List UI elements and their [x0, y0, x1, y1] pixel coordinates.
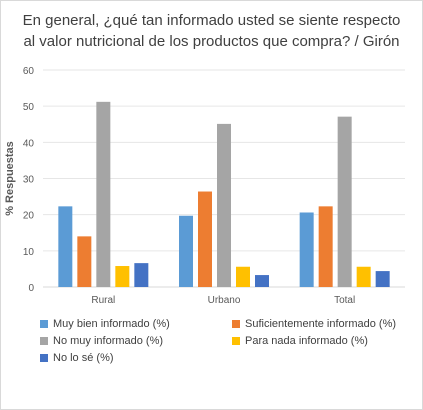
y-tick-label: 50 — [23, 102, 35, 113]
x-tick-label: Rural — [91, 295, 115, 306]
x-tick-label: Total — [334, 295, 355, 306]
y-tick-label: 0 — [28, 283, 34, 294]
y-axis-label: % Respuestas — [4, 141, 16, 216]
y-tick-label: 20 — [23, 211, 35, 222]
legend-label: Para nada informado (%) — [245, 335, 368, 347]
bar — [357, 267, 371, 287]
y-tick-label: 40 — [23, 138, 35, 149]
legend-swatch — [40, 337, 48, 345]
legend-item: Muy bien informado (%) — [40, 318, 170, 330]
legend-swatch — [40, 354, 48, 362]
legend-swatch — [40, 320, 48, 328]
bar — [300, 212, 314, 287]
bar — [198, 192, 212, 287]
y-tick-label: 60 — [23, 66, 35, 77]
legend-swatch — [232, 337, 240, 345]
bar — [338, 117, 352, 287]
y-tick-label: 30 — [23, 175, 35, 186]
legend-item: Para nada informado (%) — [232, 335, 368, 347]
legend-item: No muy informado (%) — [40, 335, 163, 347]
legend-label: No lo sé (%) — [53, 352, 114, 364]
bar — [134, 263, 148, 287]
bar — [217, 124, 231, 287]
bar — [255, 275, 269, 287]
legend-label: Suficientemente informado (%) — [245, 318, 396, 330]
bar — [376, 271, 390, 287]
legend-item: No lo sé (%) — [40, 352, 114, 364]
bar — [96, 102, 110, 287]
bar — [77, 236, 91, 287]
bar — [179, 216, 193, 287]
x-tick-label: Urbano — [208, 295, 241, 306]
legend-label: Muy bien informado (%) — [53, 318, 170, 330]
y-tick-label: 10 — [23, 247, 35, 258]
bar — [115, 266, 129, 287]
legend-swatch — [232, 320, 240, 328]
legend-label: No muy informado (%) — [53, 335, 163, 347]
legend-item: Suficientemente informado (%) — [232, 318, 396, 330]
bar — [58, 206, 72, 287]
bar — [319, 206, 333, 287]
bar — [236, 267, 250, 287]
